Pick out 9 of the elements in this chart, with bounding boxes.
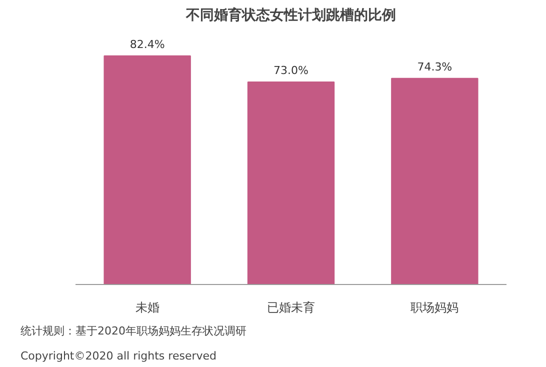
chart-title: 不同婚育状态女性计划跳槽的比例 <box>185 6 396 24</box>
x-tick-label: 未婚 <box>135 300 160 314</box>
text: 统计规则：基于2020年职场妈妈生存状况调研 <box>20 324 246 338</box>
data-label: 82.4% <box>130 38 165 51</box>
data-label: 74.3% <box>417 60 452 74</box>
x-tick-label: 职场妈妈 <box>410 300 459 314</box>
data-label: 73.0% <box>274 64 308 78</box>
x-tick-label: 已婚未育 <box>267 300 315 314</box>
text: Copyright©2020 all rights reserved <box>20 350 216 362</box>
